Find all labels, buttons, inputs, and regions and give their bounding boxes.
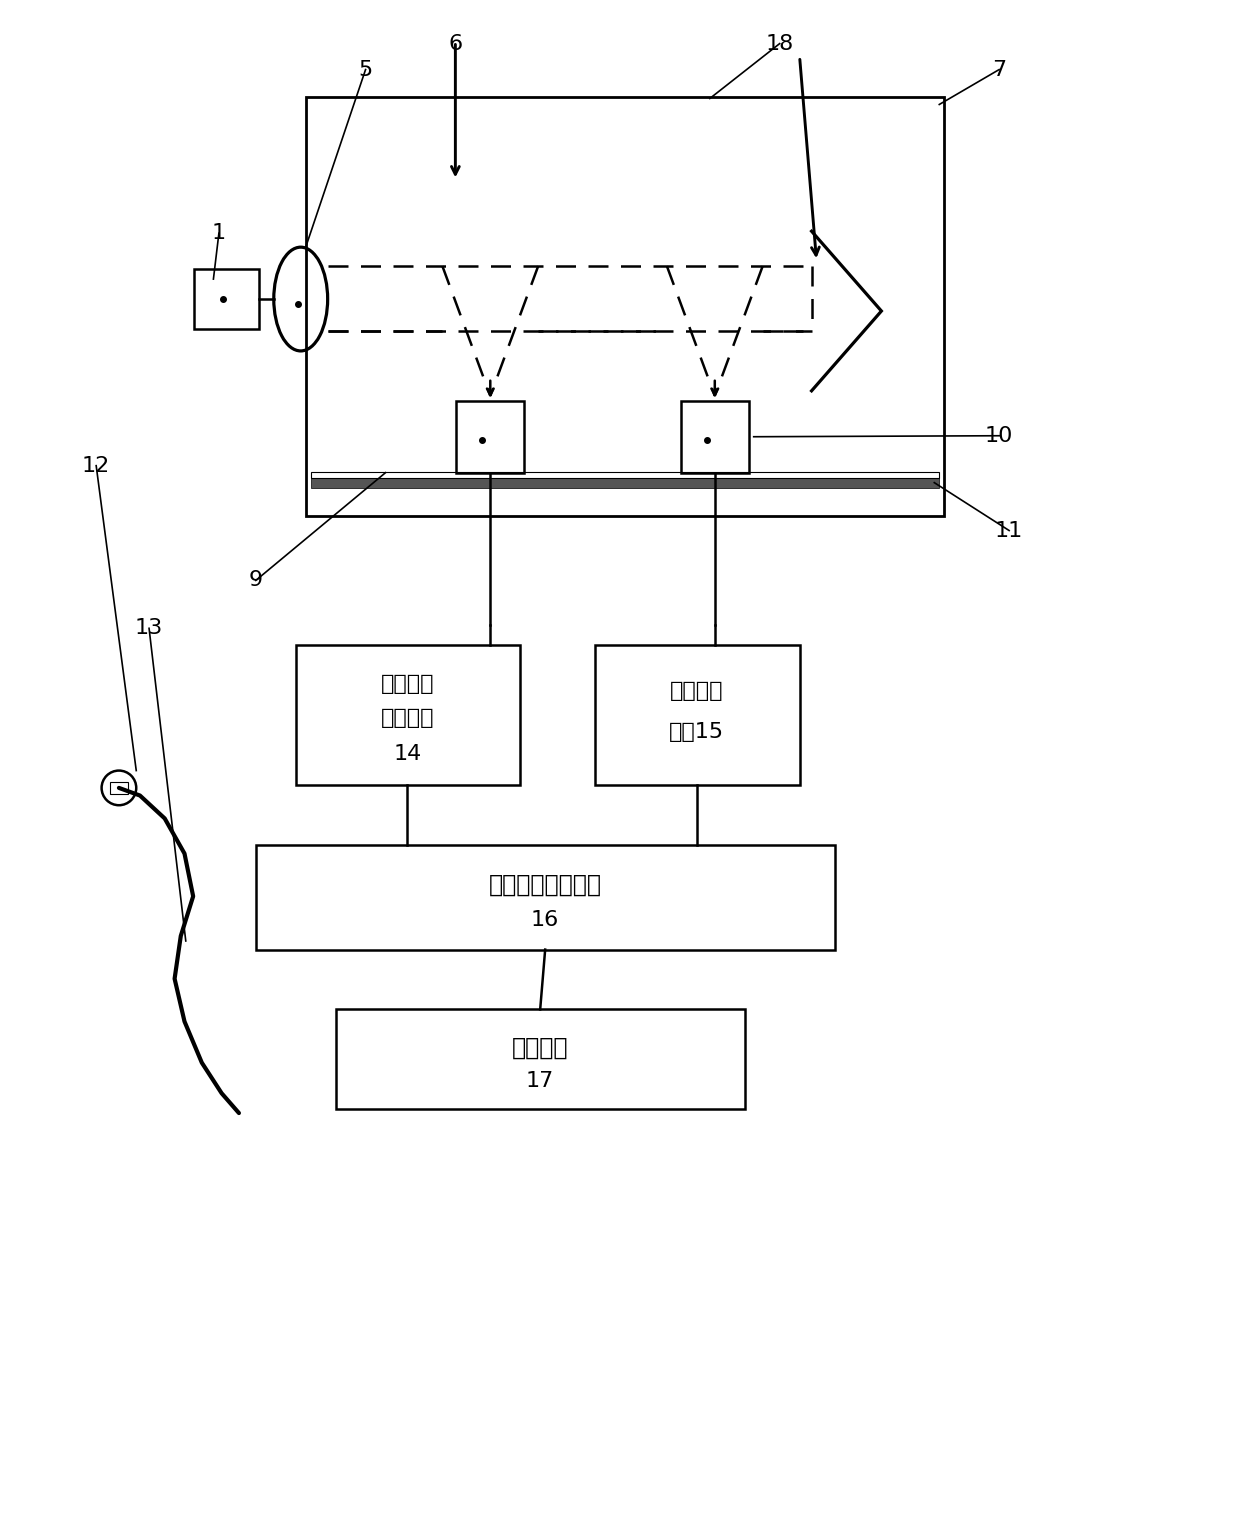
Text: 18: 18	[765, 34, 794, 54]
Bar	[336, 1010, 745, 1109]
Text: 探测电路: 探测电路	[381, 708, 434, 728]
Bar	[110, 782, 128, 794]
Bar	[311, 471, 939, 477]
Text: 11: 11	[994, 520, 1023, 540]
Bar	[295, 646, 521, 785]
Text: 12: 12	[82, 456, 110, 476]
Text: 17: 17	[526, 1071, 554, 1091]
Text: 5: 5	[358, 60, 373, 80]
Text: 13: 13	[135, 618, 164, 638]
Text: 荊光信号: 荊光信号	[381, 675, 434, 695]
Text: 显示装置: 显示装置	[512, 1036, 568, 1059]
Text: 光源驱动: 光源驱动	[670, 681, 724, 701]
Text: 6: 6	[449, 34, 463, 54]
Bar	[595, 646, 800, 785]
Text: 1: 1	[212, 223, 226, 243]
Text: 7: 7	[992, 60, 1006, 80]
Text: 14: 14	[393, 744, 422, 763]
Text: 16: 16	[531, 910, 559, 930]
Bar	[681, 401, 749, 473]
Bar	[306, 96, 945, 516]
Text: 信号解调处理电路: 信号解调处理电路	[489, 872, 601, 897]
Bar	[255, 845, 835, 950]
Bar	[311, 477, 939, 488]
Text: 电路15: 电路15	[670, 722, 724, 742]
Bar	[193, 269, 259, 329]
Bar	[456, 401, 525, 473]
Text: 9: 9	[249, 571, 263, 591]
Text: 10: 10	[985, 425, 1013, 445]
